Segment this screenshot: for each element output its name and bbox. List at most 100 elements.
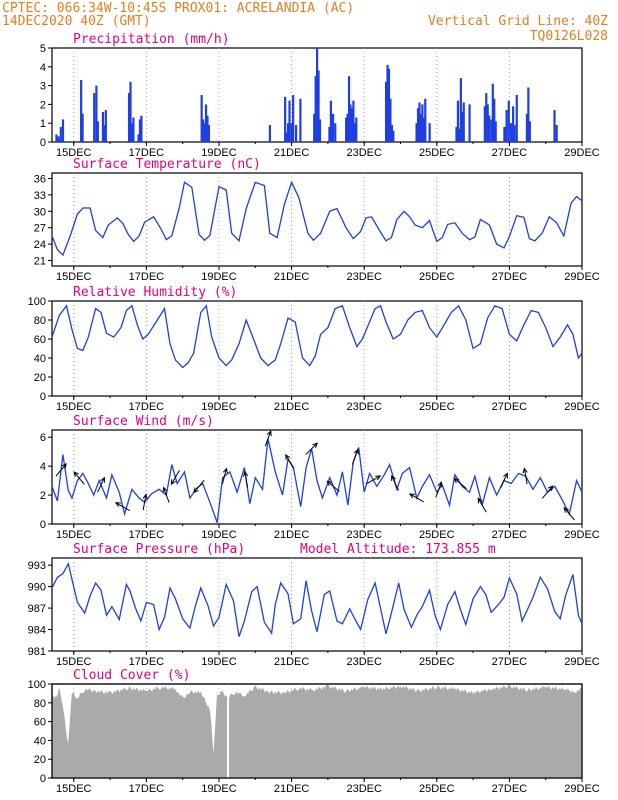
wind-arrow [115,502,130,512]
precip-bar [352,100,355,142]
y-tick-label: 60 [34,717,46,729]
y-tick-label: 80 [34,698,46,710]
y-tick-label: 24 [34,239,46,251]
precip-bar [334,123,337,142]
wind-arrow-head [391,474,396,481]
wind-arrow [523,468,528,485]
y-tick-label: 0 [40,137,46,149]
y-tick-label: 6 [40,432,46,444]
x-tick-label: 27DEC [492,147,528,159]
precip-bar [389,98,392,142]
wind-arrow [163,487,170,503]
wind-arrow-head [477,497,483,504]
x-tick-label: 21DEC [274,271,310,283]
x-tick-label: 27DEC [492,783,528,795]
precip-bar [486,104,489,142]
x-tick-label: 25DEC [419,656,455,668]
x-tick-label: 17DEC [129,147,165,159]
precip-bar [129,81,132,142]
wind-arrow [285,454,295,469]
x-tick-label: 21DEC [274,656,310,668]
x-tick-label: 19DEC [201,529,237,541]
wind-arrow [541,485,554,499]
precip-bar [491,83,494,142]
wind-arrow [453,477,467,490]
y-tick-label: 80 [34,315,46,327]
wind-arrow-head [522,467,528,474]
wind-arrow [391,475,399,491]
y-tick-label: 0 [40,519,46,531]
wind-series-line [51,438,583,523]
precip-bar [286,123,290,142]
x-tick-label: 27DEC [492,401,528,413]
x-tick-label: 29DEC [564,529,600,541]
precip-bar [525,113,529,142]
y-tick-label: 33 [34,190,46,202]
precip-bar [299,98,302,142]
precip-bar [513,125,516,142]
precip-bar [95,85,98,142]
precip-bar [316,48,319,142]
precip-bar [137,134,140,142]
x-tick-label: 17DEC [129,656,165,668]
x-tick-label: 23DEC [346,656,382,668]
wind-arrow [409,493,425,503]
x-tick-label: 19DEC [201,656,237,668]
precip-bar [507,100,510,142]
model-altitude-note: Model Altitude: 173.855 m [300,542,496,557]
precip-bar [130,123,134,142]
y-tick-label: 40 [34,735,46,747]
y-tick-label: 27 [34,223,46,235]
panel-title: Surface Pressure (hPa) [73,542,245,557]
x-tick-label: 29DEC [564,783,600,795]
precip-bar [329,100,332,142]
wind-arrow [73,471,85,485]
precip-bar [485,93,488,142]
panel-title: Cloud Cover (%) [73,668,190,683]
precip-bar [527,87,530,142]
precip-bar [416,108,420,142]
precip-bar [488,115,491,142]
precip-bar [349,104,352,142]
y-tick-label: 36 [34,173,46,185]
wind-arrow [305,442,318,455]
header-model-id: TQ0126L028 [530,29,608,44]
precip-bar [493,98,496,142]
precip-bar [313,113,316,142]
wind-arrow [55,463,67,477]
precip-bar [55,134,58,142]
precip-bar [81,113,84,142]
precip-bar [103,125,106,142]
x-tick-label: 17DEC [129,401,165,413]
wind-arrow-head [547,485,554,492]
precip-bar [59,126,62,142]
precip-bar [505,110,508,142]
precip-bar [384,81,388,142]
y-tick-label: 4 [40,461,46,473]
wind-arrow-head [170,479,176,486]
precip-bar [61,119,65,142]
wind-arrow-head [266,430,272,437]
x-tick-label: 21DEC [274,147,310,159]
wind-arrow-head [563,506,569,513]
x-tick-label: 21DEC [274,529,310,541]
y-tick-label: 30 [34,206,46,218]
precip-bar [288,100,291,142]
x-tick-label: 15DEC [56,783,92,795]
wind-arrow [264,430,272,447]
header-station-line: CPTEC: 066:34W-10:45S PROX01: ACRELANDIA… [2,1,354,16]
wind-arrow-head [142,493,148,500]
precip-bar [347,76,351,142]
x-tick-label: 29DEC [564,271,600,283]
precip-bar [512,106,515,142]
y-tick-label: 2 [40,490,46,502]
x-tick-label: 15DEC [56,529,92,541]
precip-bar [200,95,203,142]
wind-arrow-head [312,442,319,449]
wind-arrow [366,475,381,485]
precip-bar [350,108,354,142]
precip-bar [318,119,322,142]
precip-bar [424,98,427,142]
y-tick-label: 2 [40,99,46,111]
panel-rh: Relative Humidity (%) 0 20 40 60 80 100 15DEC 17… [28,285,600,413]
